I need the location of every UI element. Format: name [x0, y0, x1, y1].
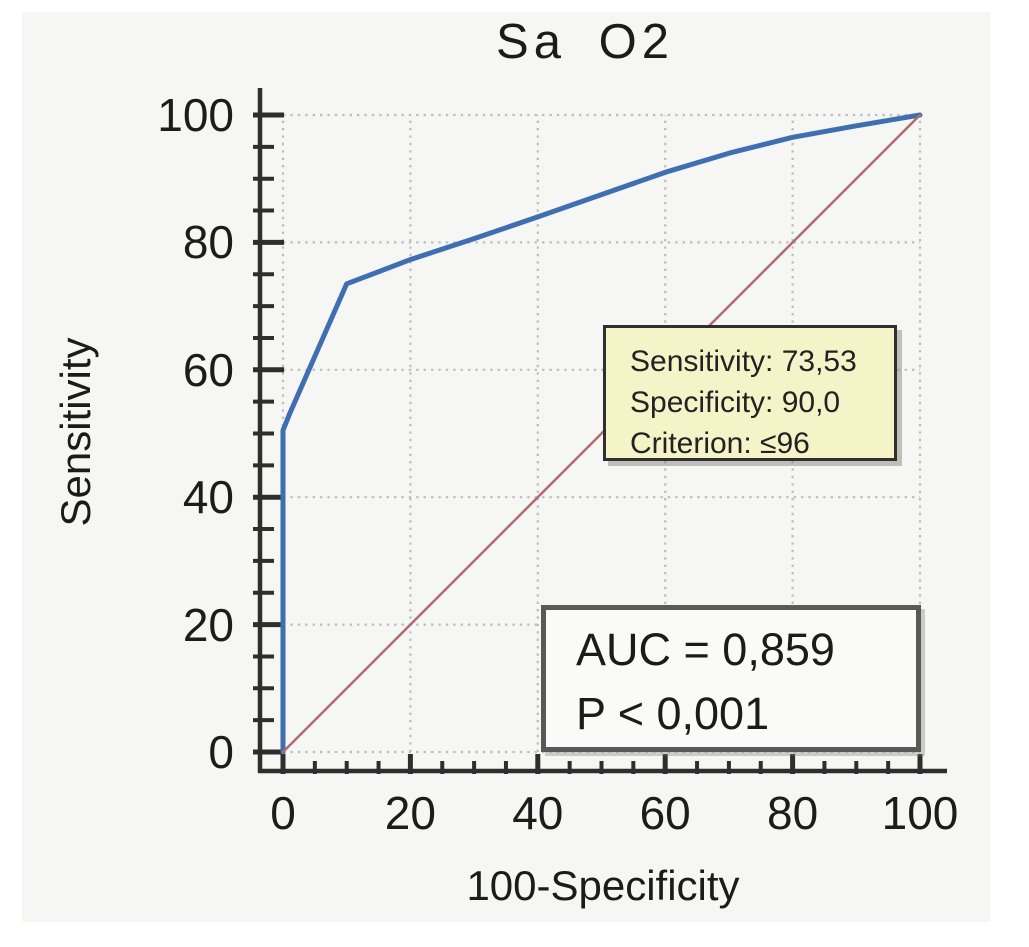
x-axis-title: 100-Specificity	[466, 862, 740, 909]
auc-value-text: AUC = 0,859	[576, 624, 835, 675]
axis-ticks	[253, 112, 923, 774]
p-value-text: P < 0,001	[576, 688, 770, 739]
chart-title: Sa O2	[496, 15, 674, 69]
y-tick-label: 100	[157, 89, 234, 141]
criterion-sensitivity-text: Sensitivity: 73,53	[630, 345, 857, 378]
y-tick-label: 40	[182, 471, 234, 524]
x-tick-label: 40	[512, 787, 564, 839]
criterion-specificity-text: Specificity: 90,0	[630, 386, 841, 419]
x-tick-label: 60	[639, 787, 691, 839]
y-tick-label: 0	[208, 726, 234, 778]
reference-diagonal-line	[281, 113, 922, 754]
x-tick-label: 0	[270, 787, 296, 839]
y-axis-title: Sensitivity	[52, 337, 99, 527]
y-tick-label: 20	[182, 598, 234, 651]
x-tick-label: 20	[384, 787, 436, 839]
y-tick-label: 60	[182, 343, 234, 396]
x-tick-label: 80	[767, 787, 819, 839]
criterion-annotation-box: Sensitivity: 73,53 Specificity: 90,0 Cri…	[603, 325, 897, 461]
criterion-threshold-text: Criterion: ≤96	[630, 427, 810, 460]
data-series	[280, 112, 923, 755]
x-tick-label: 100	[881, 787, 959, 839]
auc-annotation-box: AUC = 0,859 P < 0,001	[541, 605, 921, 752]
roc-curve-line	[280, 112, 923, 755]
y-tick-label: 80	[182, 216, 234, 269]
